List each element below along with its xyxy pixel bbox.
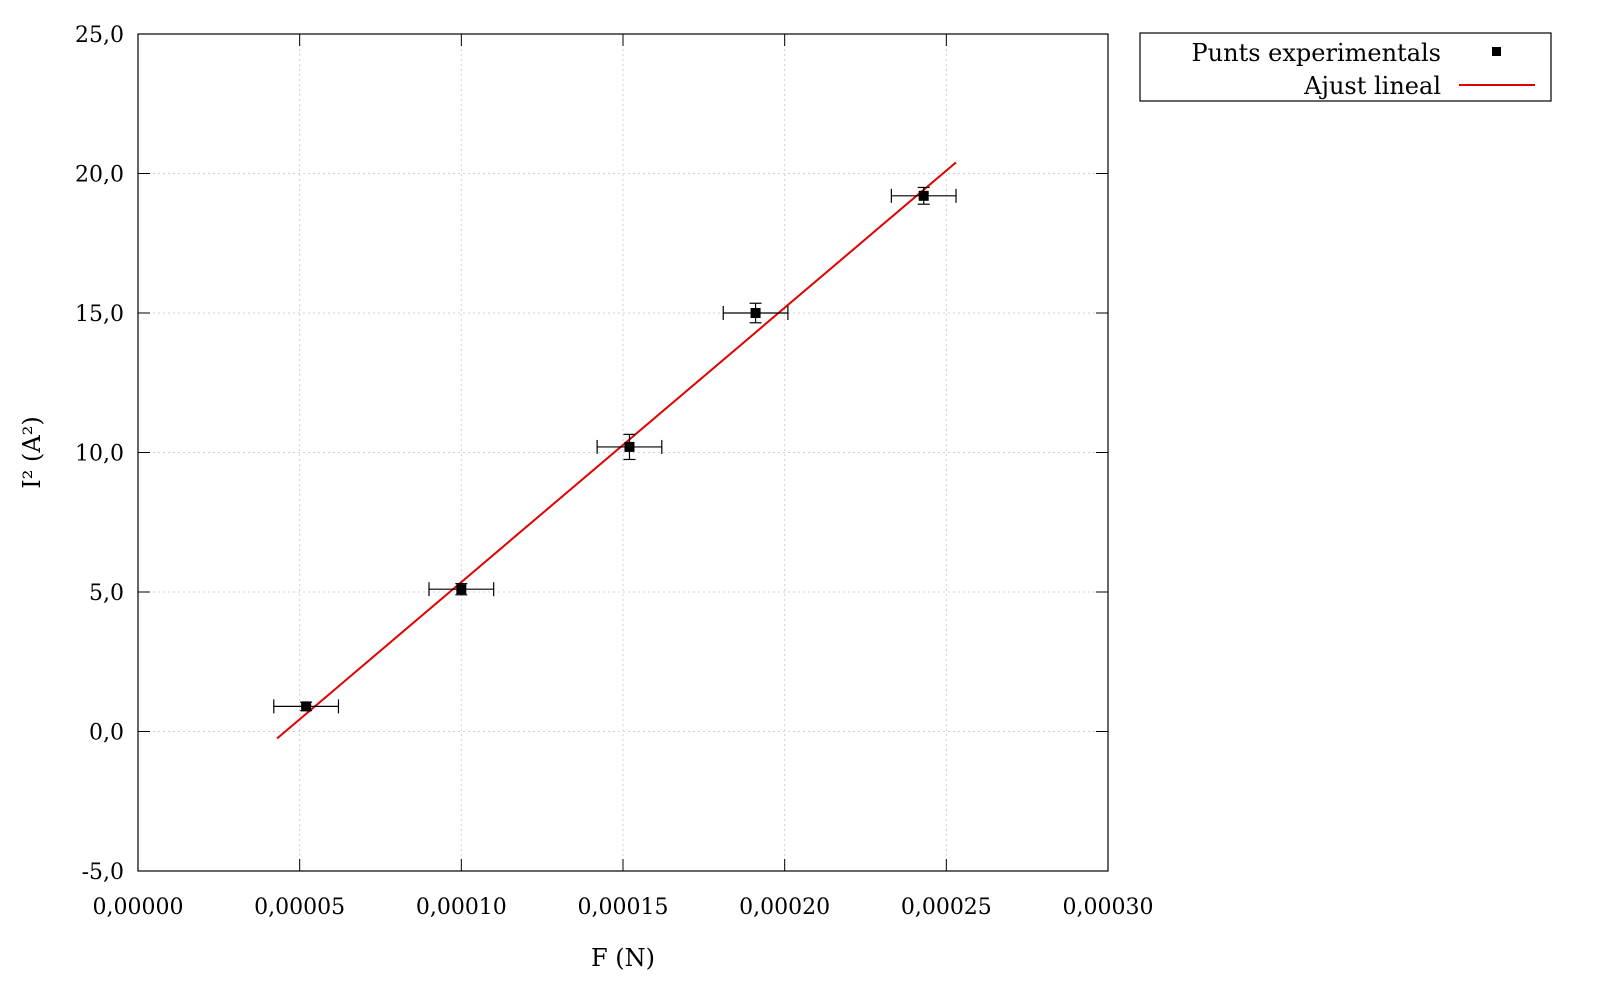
x-tick-label: 0,00000 <box>93 895 184 920</box>
x-tick-label: 0,00015 <box>578 895 669 920</box>
data-point <box>428 582 495 597</box>
data-point <box>273 699 340 714</box>
y-tick-label: -5,0 <box>82 860 124 885</box>
y-tick-label: 25,0 <box>75 23 124 48</box>
point-marker <box>918 190 929 201</box>
y-tick-label: 20,0 <box>75 163 124 188</box>
point-marker <box>301 701 312 712</box>
data-point <box>722 302 789 324</box>
x-tick-label: 0,00025 <box>901 895 992 920</box>
y-tick-label: 10,0 <box>75 442 124 467</box>
x-tick-label: 0,00030 <box>1063 895 1154 920</box>
point-marker <box>624 441 635 452</box>
grid <box>138 34 1108 871</box>
data-point <box>596 433 663 461</box>
x-tick-label: 0,00010 <box>416 895 507 920</box>
y-tick-label: 0,0 <box>89 721 124 746</box>
legend: Punts experimentals Ajust lineal <box>1139 32 1552 102</box>
fit-line <box>276 161 957 740</box>
x-tick-label: 0,00020 <box>739 895 830 920</box>
legend-marker-points <box>1492 47 1501 56</box>
data-points-layer <box>273 186 957 714</box>
point-marker <box>750 308 761 318</box>
y-axis-title: I² (A²) <box>18 416 46 488</box>
legend-box <box>1139 32 1552 102</box>
x-tick-label: 0,00005 <box>254 895 345 920</box>
fit-line-layer <box>276 161 957 740</box>
point-marker <box>456 584 467 595</box>
x-axis-title: F (N) <box>591 944 655 972</box>
y-tick-label: 5,0 <box>89 581 124 606</box>
y-tick-label: 15,0 <box>75 302 124 327</box>
legend-label-fit: Ajust lineal <box>1303 72 1441 100</box>
axis-ticks: 0,00000 0,00005 0,00010 0,00015 0,00020 0,000… <box>75 23 1153 920</box>
legend-label-points: Punts experimentals <box>1192 39 1441 67</box>
data-point <box>890 186 957 205</box>
